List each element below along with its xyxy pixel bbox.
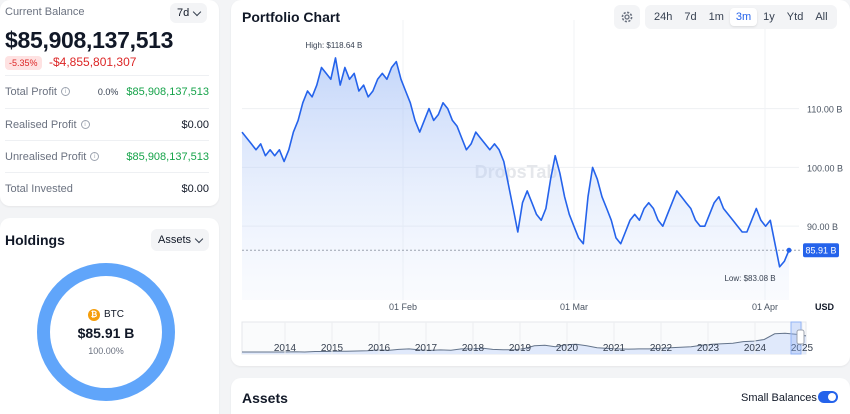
holdings-title: Holdings xyxy=(5,232,65,248)
overview-year-label: 2022 xyxy=(650,343,673,354)
overview-year-label: 2019 xyxy=(509,343,532,354)
current-point xyxy=(786,247,792,253)
overview-year-label: 2025 xyxy=(791,343,814,354)
overview-year-label: 2015 xyxy=(321,343,344,354)
x-tick-label: 01 Feb xyxy=(389,302,417,312)
assets-title: Assets xyxy=(242,390,288,406)
y-tick-label: 110.00 B xyxy=(807,105,842,115)
overview-year-label: 2016 xyxy=(368,343,391,354)
range-button-24h[interactable]: 24h xyxy=(654,11,673,23)
assets-card: Assets Small Balances xyxy=(231,378,850,414)
overview-year-label: 2023 xyxy=(697,343,720,354)
total-profit-row: Total Profit i 0.0% $85,908,137,513 xyxy=(5,75,209,107)
balance-card: Current Balance 7d $85,908,137,513 -5.35… xyxy=(0,0,219,206)
y-unit-label: USD xyxy=(815,302,835,312)
total-profit-label: Total Profit xyxy=(5,85,57,98)
realised-profit-value: $0.00 xyxy=(181,118,209,131)
series-line xyxy=(241,57,790,268)
y-tick-label: 100.00 B xyxy=(807,163,843,173)
holdings-dropdown-label: Assets xyxy=(158,234,192,246)
overview-drag-handle[interactable] xyxy=(796,329,805,345)
current-value-badge xyxy=(803,243,839,258)
range-button-1y[interactable]: 1y xyxy=(763,11,775,23)
chart-settings-button[interactable] xyxy=(614,5,640,29)
range-button-ytd[interactable]: Ytd xyxy=(786,11,804,23)
time-range-selector: 24h 7d 1m 3m 1y Ytd All xyxy=(645,5,837,29)
total-invested-label: Total Invested xyxy=(5,182,73,195)
overview-year-label: 2024 xyxy=(744,343,767,354)
range-button-3m[interactable]: 3m xyxy=(729,8,758,26)
x-tick-label: 01 Mar xyxy=(560,302,588,312)
realised-profit-row: Realised Profit i $0.00 xyxy=(5,108,209,140)
holdings-donut-chart[interactable]: ₿ BTC $85.91 B 100.00% xyxy=(37,263,175,401)
holding-asset-pct: 100.00% xyxy=(88,345,124,356)
x-tick-label: 01 Apr xyxy=(752,302,778,312)
period-dropdown[interactable]: 7d xyxy=(170,3,208,23)
total-invested-value: $0.00 xyxy=(181,182,209,195)
high-annotation: High: $118.64 B xyxy=(306,41,363,50)
range-button-7d[interactable]: 7d xyxy=(684,11,697,23)
total-profit-value: $85,908,137,513 xyxy=(126,85,209,98)
range-button-all[interactable]: All xyxy=(815,11,828,23)
range-button-1m[interactable]: 1m xyxy=(708,11,724,23)
total-profit-pct: 0.0% xyxy=(97,86,119,97)
change-value: -$4,855,801,307 xyxy=(49,55,137,69)
overview-year-label: 2018 xyxy=(462,343,485,354)
portfolio-chart-card: DropsTab 110.00 B 100.00 B 90.00 B 01 Feb 01… xyxy=(231,0,850,366)
holdings-card: Holdings Assets ₿ BTC $85.91 B 100.00% xyxy=(0,218,219,414)
info-icon[interactable]: i xyxy=(80,120,90,129)
info-icon[interactable]: i xyxy=(60,87,70,96)
total-invested-row: Total Invested $0.00 xyxy=(5,172,209,204)
overview-year-label: 2014 xyxy=(274,343,297,354)
gear-icon xyxy=(621,11,633,23)
change-pct-badge: -5.35% xyxy=(5,56,42,70)
holding-asset-value: $85.91 B xyxy=(77,324,135,341)
period-dropdown-label: 7d xyxy=(177,7,190,19)
portfolio-chart-title: Portfolio Chart xyxy=(242,9,340,25)
holding-asset-symbol: BTC xyxy=(104,309,124,320)
overview-line xyxy=(242,332,807,353)
overview-year-label: 2017 xyxy=(415,343,438,354)
bitcoin-icon: ₿ xyxy=(88,308,100,321)
chevron-down-icon xyxy=(194,234,204,243)
current-value-label: 85.91 B xyxy=(805,246,836,256)
unrealised-profit-row: Unrealised Profit i $85,908,137,513 xyxy=(5,140,209,172)
balance-value: $85,908,137,513 xyxy=(5,27,174,53)
holdings-assets-dropdown[interactable]: Assets xyxy=(151,229,210,251)
unrealised-profit-value: $85,908,137,513 xyxy=(126,150,209,163)
overview-area xyxy=(242,333,806,354)
unrealised-profit-label: Unrealised Profit xyxy=(5,150,87,163)
small-balances-toggle[interactable] xyxy=(818,391,838,403)
overview-year-label: 2021 xyxy=(603,343,626,354)
low-annotation: Low: $83.08 B xyxy=(724,274,775,283)
series-area xyxy=(242,57,789,301)
chevron-down-icon xyxy=(193,7,202,16)
small-balances-label: Small Balances xyxy=(741,392,817,404)
overview-year-label: 2020 xyxy=(556,343,579,354)
y-tick-label: 90.00 B xyxy=(807,222,838,232)
realised-profit-label: Realised Profit xyxy=(5,118,77,131)
current-balance-label: Current Balance xyxy=(5,6,85,18)
info-icon[interactable]: i xyxy=(90,152,100,161)
